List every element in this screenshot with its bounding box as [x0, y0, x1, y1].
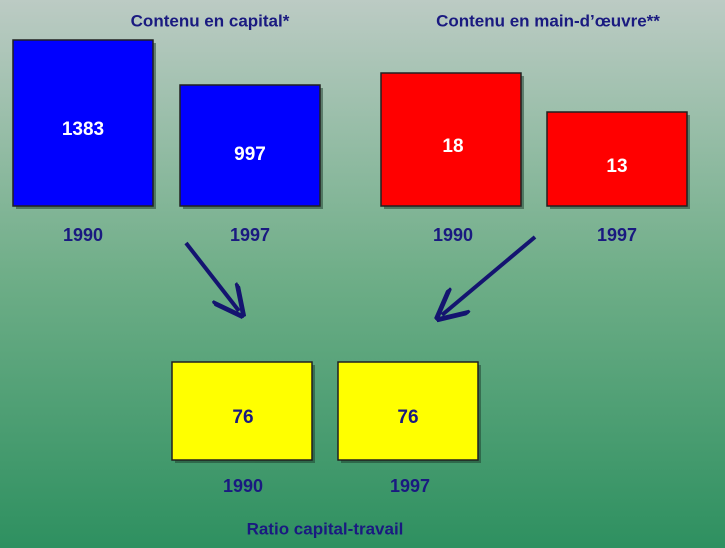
box-value: 76 [397, 407, 418, 428]
year-label: 1997 [390, 476, 430, 496]
box-value: 997 [234, 144, 266, 165]
year-label: 1997 [230, 225, 270, 245]
arrow [184, 241, 239, 311]
box [337, 361, 479, 461]
year-label: 1997 [597, 225, 637, 245]
box [171, 361, 313, 461]
year-label: 1990 [433, 225, 473, 245]
box [546, 111, 688, 207]
arrow [442, 235, 537, 315]
panel-title: Contenu en capital* [131, 11, 290, 30]
box-value: 13 [606, 156, 627, 177]
year-label: 1990 [223, 476, 263, 496]
box [380, 72, 522, 207]
box [12, 39, 154, 207]
panel-title: Contenu en main-d’œuvre** [436, 11, 660, 30]
box-value: 18 [442, 136, 463, 157]
ratio-title: Ratio capital-travail [247, 519, 404, 538]
box-value: 76 [232, 407, 253, 428]
year-label: 1990 [63, 225, 103, 245]
box-value: 1383 [62, 119, 104, 140]
box [179, 84, 321, 207]
